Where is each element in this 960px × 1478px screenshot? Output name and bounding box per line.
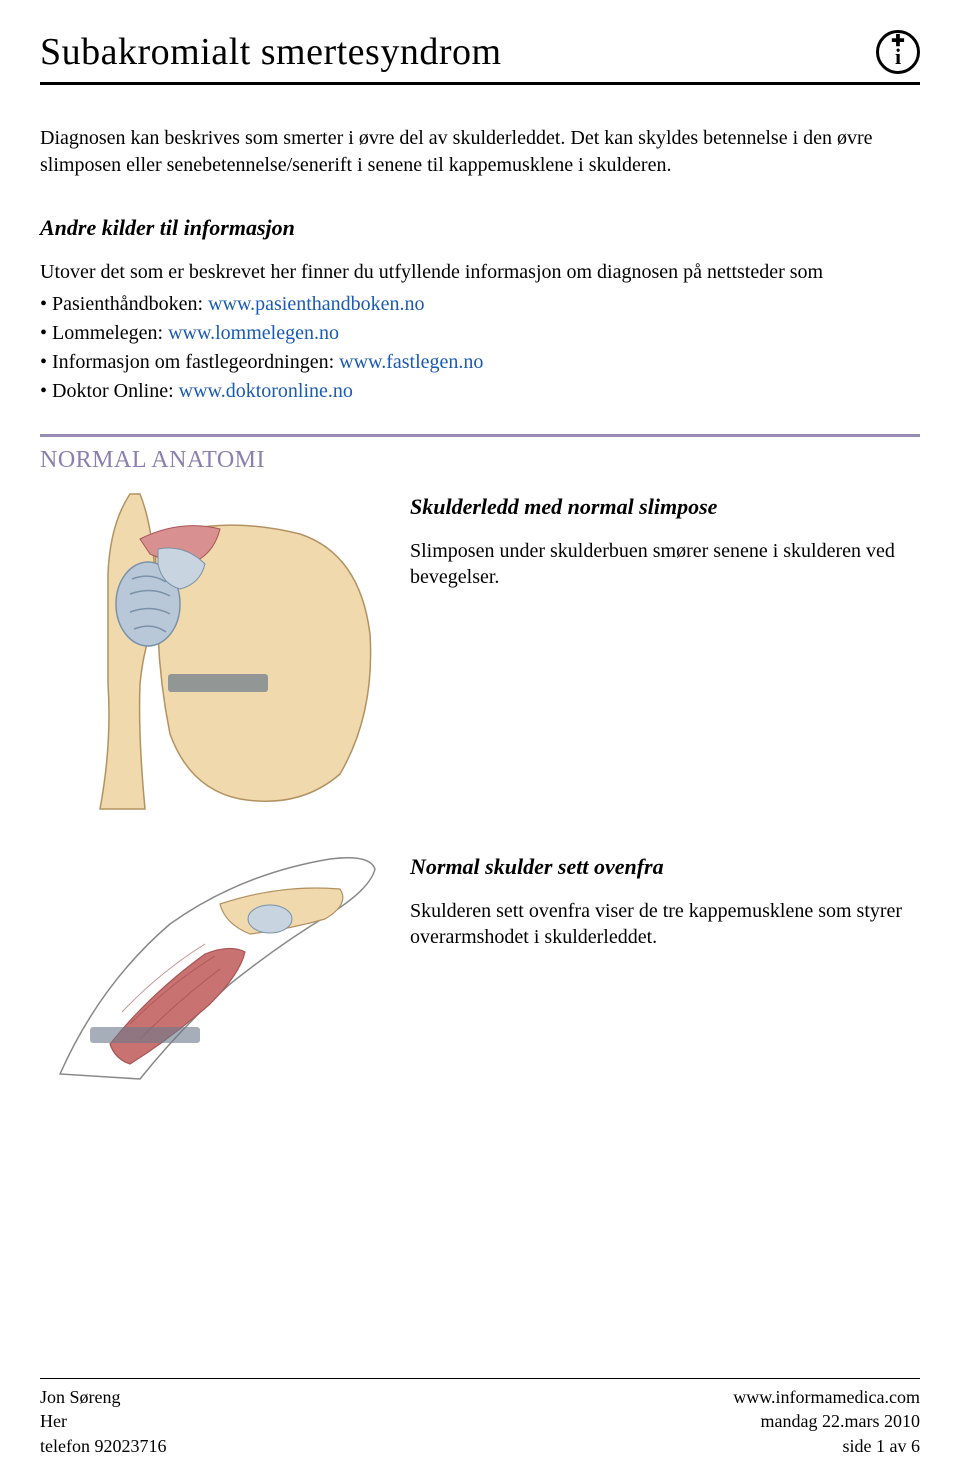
anatomy-image-2 bbox=[40, 844, 380, 1084]
page-footer: Jon Søreng Her telefon 92023716 www.info… bbox=[40, 1378, 920, 1458]
page-title: Subakromialt smertesyndrom bbox=[40, 30, 502, 74]
anatomy-text-1: Skulderledd med normal slimpose Slimpose… bbox=[380, 484, 920, 814]
source-label: Doktor Online: bbox=[52, 380, 179, 402]
shoulder-top-illustration-icon bbox=[40, 844, 380, 1084]
sources-heading: Andre kilder til informasjon bbox=[40, 215, 920, 241]
info-medical-icon: ✚ i bbox=[876, 30, 920, 74]
source-link[interactable]: www.lommelegen.no bbox=[168, 322, 339, 344]
anatomy-subtitle-2: Normal skulder sett ovenfra bbox=[410, 854, 920, 880]
shoulder-front-illustration-icon bbox=[40, 484, 380, 814]
list-item: Pasienthåndboken: www.pasienthandboken.n… bbox=[40, 290, 920, 319]
footer-location: Her bbox=[40, 1409, 166, 1433]
page-header: Subakromialt smertesyndrom ✚ i bbox=[40, 30, 920, 85]
section-divider bbox=[40, 434, 920, 437]
sources-intro-text: Utover det som er beskrevet her finner d… bbox=[40, 259, 920, 286]
source-link[interactable]: www.fastlegen.no bbox=[339, 351, 483, 373]
sources-list: Pasienthåndboken: www.pasienthandboken.n… bbox=[40, 290, 920, 406]
info-letter-icon: i bbox=[895, 48, 901, 66]
anatomy-subtitle-1: Skulderledd med normal slimpose bbox=[410, 494, 920, 520]
source-link[interactable]: www.pasienthandboken.no bbox=[208, 293, 424, 315]
anatomy-block-2: Normal skulder sett ovenfra Skulderen se… bbox=[40, 844, 920, 1084]
list-item: Informasjon om fastlegeordningen: www.fa… bbox=[40, 348, 920, 377]
source-label: Pasienthåndboken: bbox=[52, 293, 208, 315]
anatomy-image-1 bbox=[40, 484, 380, 814]
footer-date: mandag 22.mars 2010 bbox=[733, 1409, 920, 1433]
anatomy-desc-1: Slimposen under skulderbuen smører senen… bbox=[410, 538, 920, 590]
list-item: Doktor Online: www.doktoronline.no bbox=[40, 377, 920, 406]
anatomy-desc-2: Skulderen sett ovenfra viser de tre kapp… bbox=[410, 898, 920, 950]
anatomy-block-1: Skulderledd med normal slimpose Slimpose… bbox=[40, 484, 920, 814]
intro-paragraph: Diagnosen kan beskrives som smerter i øv… bbox=[40, 125, 900, 179]
footer-left: Jon Søreng Her telefon 92023716 bbox=[40, 1385, 166, 1458]
list-item: Lommelegen: www.lommelegen.no bbox=[40, 319, 920, 348]
anatomy-text-2: Normal skulder sett ovenfra Skulderen se… bbox=[380, 844, 920, 1084]
source-label: Lommelegen: bbox=[52, 322, 168, 344]
source-label: Informasjon om fastlegeordningen: bbox=[52, 351, 339, 373]
anatomy-section-title: NORMAL ANATOMI bbox=[40, 447, 920, 474]
footer-page-number: side 1 av 6 bbox=[733, 1434, 920, 1458]
footer-right: www.informamedica.com mandag 22.mars 201… bbox=[733, 1385, 920, 1458]
source-link[interactable]: www.doktoronline.no bbox=[179, 380, 353, 402]
footer-author: Jon Søreng bbox=[40, 1385, 166, 1409]
footer-url: www.informamedica.com bbox=[733, 1385, 920, 1409]
footer-phone: telefon 92023716 bbox=[40, 1434, 166, 1458]
